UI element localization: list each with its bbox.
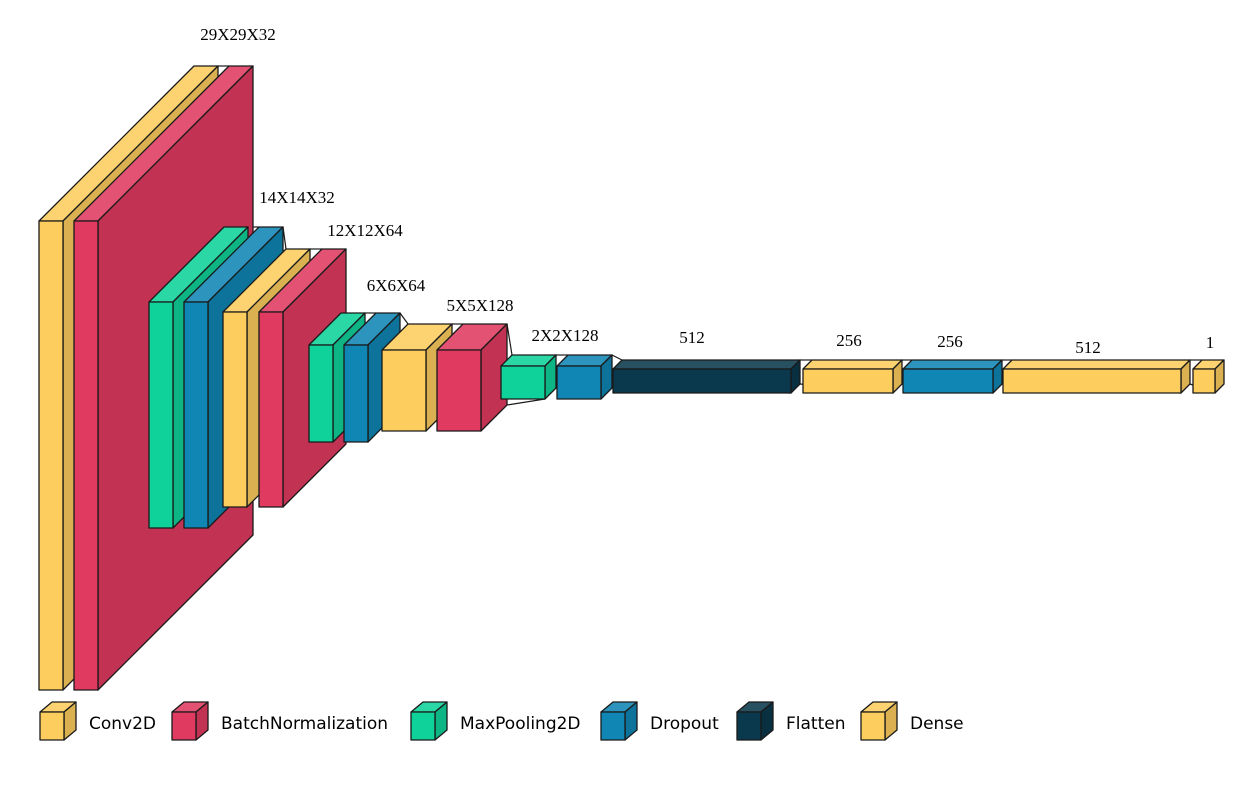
dim-label: 6X6X64 — [367, 276, 426, 295]
layer-8-dropout-front-face — [343, 344, 369, 443]
layer-blocks — [38, 65, 1225, 691]
layer-13-flatten-front-face — [612, 368, 792, 394]
dim-label: 5X5X128 — [446, 296, 513, 315]
dim-label: 14X14X32 — [259, 188, 335, 207]
legend-item-flatten: Flatten — [736, 701, 845, 741]
legend-swatch-dense — [860, 701, 898, 741]
legend-swatch-dropout — [600, 701, 638, 741]
dim-label: 256 — [836, 331, 862, 350]
layer-14-dense — [802, 359, 903, 394]
layer-15-dropout-front-face — [902, 368, 994, 394]
legend-swatch-maxpool — [410, 701, 448, 741]
dim-label: 12X12X64 — [327, 221, 403, 240]
legend-item-batchnorm: BatchNormalization — [171, 701, 388, 741]
legend-item-maxpool: MaxPooling2D — [410, 701, 581, 741]
dim-label: 2X2X128 — [531, 326, 598, 345]
layer-10-batchnorm-front-face — [436, 349, 482, 432]
legend-label-flatten: Flatten — [786, 714, 845, 734]
legend-swatch-maxpool-front-face — [410, 711, 436, 741]
connector-top-9 — [506, 323, 513, 356]
layer-1-conv2d-front-face — [38, 220, 64, 691]
layer-4-dropout-front-face — [183, 301, 209, 529]
layer-14-dense-front-face — [802, 368, 894, 394]
layer-13-flatten-top-face — [612, 359, 801, 370]
legend-label-batchnorm: BatchNormalization — [221, 714, 388, 734]
dim-label: 29X29X32 — [200, 25, 276, 44]
legend-item-conv2d: Conv2D — [39, 701, 156, 741]
layer-13-flatten — [612, 359, 801, 394]
connector-bottom-9 — [506, 398, 546, 406]
layer-17-dense — [1192, 359, 1225, 394]
layer-2-batchnorm-front-face — [73, 220, 99, 691]
layer-12-dropout — [556, 354, 613, 400]
layer-15-dropout — [902, 359, 1003, 394]
layer-10-batchnorm — [436, 323, 508, 432]
dim-label: 512 — [679, 328, 705, 347]
legend-label-dense: Dense — [910, 714, 964, 734]
layer-2-batchnorm — [73, 65, 254, 691]
legend-swatch-dropout-front-face — [600, 711, 626, 741]
dim-label: 1 — [1206, 333, 1215, 352]
layer-6-batchnorm-front-face — [258, 311, 284, 508]
legend-item-dense: Dense — [860, 701, 964, 741]
layer-16-dense-front-face — [1002, 368, 1182, 394]
legend-label-maxpool: MaxPooling2D — [460, 714, 581, 734]
legend-swatch-conv2d — [39, 701, 77, 741]
layer-11-maxpool-front-face — [500, 365, 546, 400]
layer-3-maxpool-front-face — [148, 301, 174, 529]
layer-7-maxpool-front-face — [308, 344, 334, 443]
legend-swatch-dense-front-face — [860, 711, 886, 741]
layer-17-dense-front-face — [1192, 368, 1216, 394]
legend-swatch-batchnorm-front-face — [171, 711, 197, 741]
dim-label: 256 — [937, 332, 963, 351]
legend: Conv2D BatchNormalization MaxPooling2D Drop… — [39, 701, 964, 741]
legend-label-conv2d: Conv2D — [89, 714, 156, 734]
layer-11-maxpool — [500, 354, 557, 400]
legend-item-dropout: Dropout — [600, 701, 719, 741]
legend-swatch-batchnorm — [171, 701, 209, 741]
layer-16-dense-top-face — [1002, 359, 1191, 370]
layer-16-dense — [1002, 359, 1191, 394]
connector-top-7 — [399, 312, 409, 325]
layer-15-dropout-top-face — [902, 359, 1003, 370]
legend-swatch-conv2d-front-face — [39, 711, 65, 741]
legend-swatch-flatten-front-face — [736, 711, 762, 741]
layer-14-dense-top-face — [802, 359, 903, 370]
legend-label-dropout: Dropout — [650, 714, 719, 734]
layer-12-dropout-front-face — [556, 365, 602, 400]
layer-5-conv2d-front-face — [222, 311, 248, 508]
dim-label: 512 — [1075, 338, 1101, 357]
legend-swatch-flatten — [736, 701, 774, 741]
dimension-labels: 29X29X32 14X14X32 12X12X64 6X6X64 5X5X128 2X2… — [200, 25, 1214, 357]
layer-9-conv2d-front-face — [381, 349, 427, 432]
connector-top-11 — [611, 354, 623, 361]
